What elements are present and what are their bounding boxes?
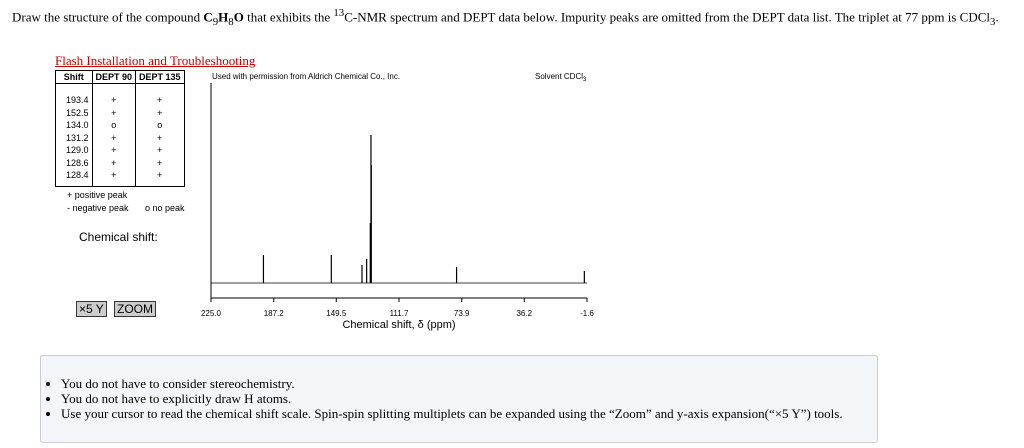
question-text: C-NMR spectrum and DEPT data below. Impu… — [344, 9, 991, 25]
table-row: 131.2 + + — [55, 131, 185, 144]
solvent-text: Solvent CDCl — [535, 72, 583, 81]
table-cell: + — [135, 131, 185, 144]
table-cell: + — [135, 169, 185, 187]
notes-box: You do not have to consider stereochemis… — [40, 355, 878, 443]
legend-item: + positive peak — [67, 190, 128, 200]
table-row: 129.0 + + — [55, 144, 185, 157]
question: Draw the structure of the compound C9H8O… — [12, 4, 1012, 31]
table-cell: o — [135, 119, 185, 132]
question-text: Draw the structure of the compound — [12, 9, 204, 25]
table-cell: + — [135, 156, 185, 169]
x-tick-label: 73.9 — [454, 309, 470, 318]
question-text: . — [995, 9, 999, 25]
dept-table: Shift DEPT 90 DEPT 135 193.4 + +152.5 + +134.0 o… — [55, 70, 185, 187]
spectrum: Used with permission from Aldrich Chemic… — [201, 72, 594, 331]
question-text: 13 — [333, 7, 345, 19]
x-tick-label: 187.2 — [264, 309, 285, 318]
legend-item: o no peak — [145, 203, 185, 213]
table-row: 128.4 + + — [55, 169, 185, 187]
x-tick-label: 225.0 — [201, 309, 222, 318]
note: Use your cursor to read the chemical shi… — [61, 406, 877, 421]
solvent: Solvent CDCl3 — [535, 72, 587, 83]
question-text: 9 — [212, 15, 219, 28]
table-row: 134.0 o o — [55, 119, 185, 132]
y-expand-button[interactable]: ×5 Y — [76, 301, 107, 317]
x-axis-label: Chemical shift, δ (ppm) — [342, 319, 455, 331]
x-tick-label: 149.5 — [326, 309, 347, 318]
x-tick-label: 36.2 — [516, 309, 532, 318]
solvent-sub: 3 — [583, 77, 587, 83]
question-text: 8 — [228, 15, 234, 28]
table-cell: + — [135, 144, 185, 157]
table-row: 128.6 + + — [55, 156, 185, 169]
question-text: 3 — [990, 15, 996, 28]
chemical-shift-label: Chemical shift: — [79, 230, 158, 244]
question-text: C — [203, 9, 213, 25]
x-tick-label: 111.7 — [390, 309, 409, 318]
question-text: O — [233, 9, 244, 25]
zoom-button[interactable]: ZOOM — [114, 301, 156, 317]
table-cell: + — [135, 83, 185, 107]
column-header: DEPT 135 — [135, 70, 185, 84]
note: You do not have to explicitly draw H ato… — [61, 391, 877, 406]
x-tick-label: -1.6 — [580, 309, 594, 318]
table-row: 193.4 + + — [55, 83, 185, 107]
question-text: H — [218, 9, 229, 25]
question-text: that exhibits the — [243, 9, 334, 25]
table-row: 152.5 + + — [55, 106, 185, 119]
note: You do not have to consider stereochemis… — [61, 376, 877, 391]
column-header: DEPT 90 — [91, 70, 137, 84]
legend-item: - negative peak — [67, 203, 129, 213]
help-link[interactable]: Flash Installation and Troubleshooting — [55, 53, 256, 68]
credit: Used with permission from Aldrich Chemic… — [212, 72, 400, 81]
table-cell: + — [135, 106, 185, 119]
